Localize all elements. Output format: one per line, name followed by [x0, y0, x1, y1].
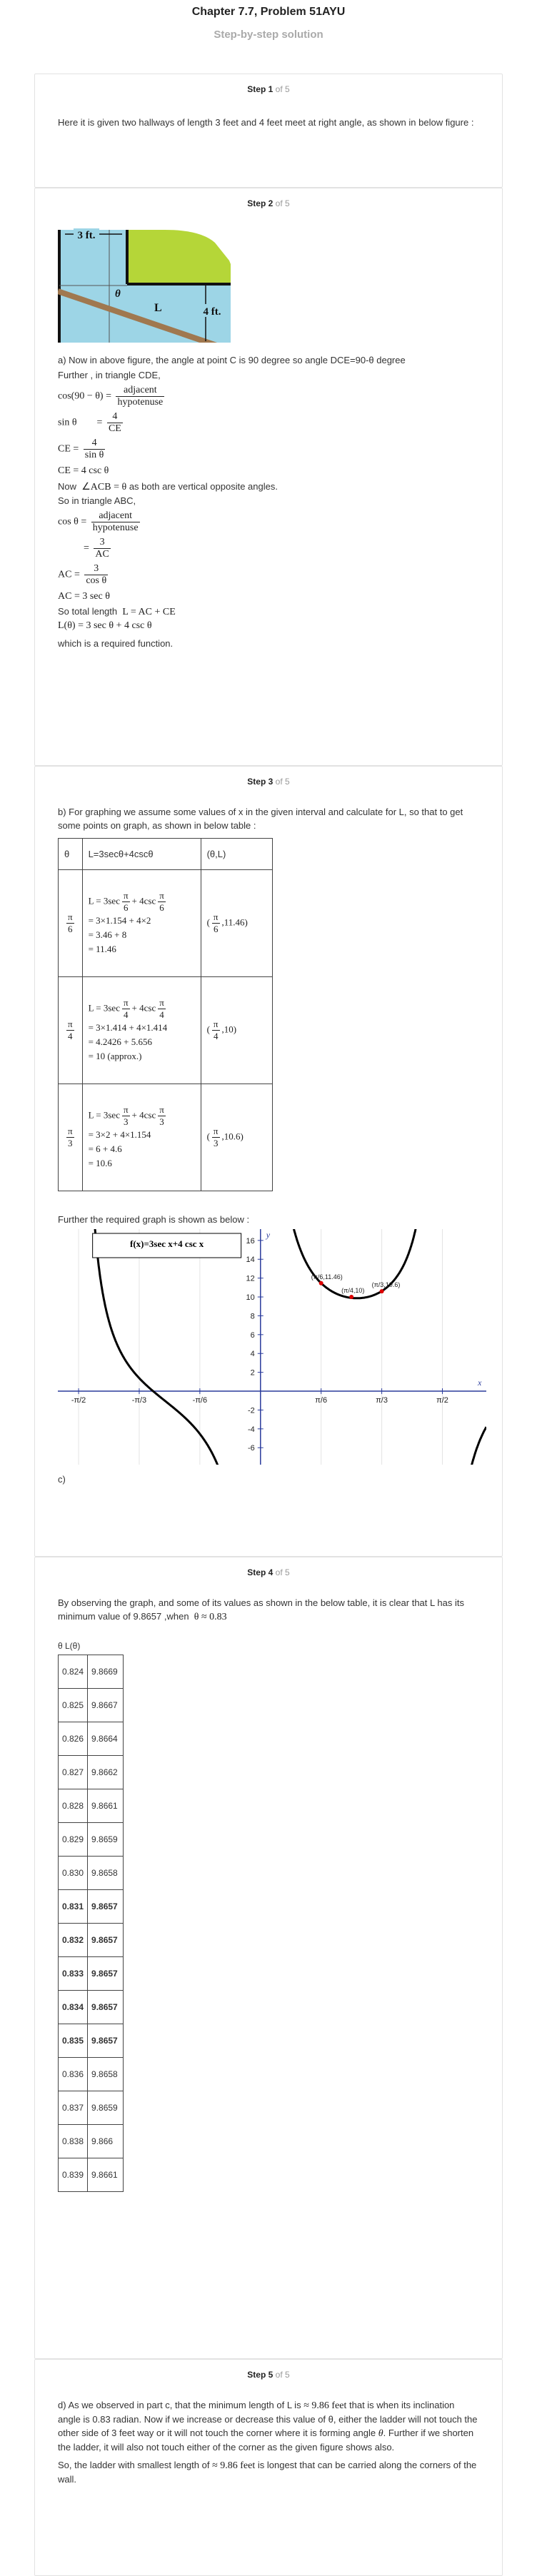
table-row: 0.834 9.8657 [57, 1990, 124, 2024]
vertical-angles: Now ∠ACB = θ as both are vertical opposi… [58, 481, 278, 493]
page-title: Chapter 7.7, Problem 51AYU [191, 6, 346, 18]
ladder-label: L [154, 302, 162, 314]
step-5-card: Step 5 of 5 d) As we observed in part c,… [34, 2359, 503, 2576]
y-tick-label: 2 [251, 1369, 255, 1378]
four-ft-label: 4 ft. [204, 306, 221, 318]
y-tick-label: 16 [246, 1237, 255, 1246]
table-row: 0.838 9.866 [57, 2124, 124, 2158]
y-tick-label: -6 [248, 1444, 255, 1453]
table-row: 0.836 9.8658 [57, 2057, 124, 2091]
step-2-card: Step 2 of 5 3 ft. 4 ft. L θ a) Now in ab… [34, 188, 503, 766]
ac-line: AC = 3 sec θ [58, 591, 110, 602]
y-tick-label: 4 [251, 1350, 255, 1358]
step-5-header: Step 5 of 5 [247, 2370, 290, 2380]
x-tick-label: -π/6 [193, 1396, 207, 1405]
step-4-intro: By observing the graph, and some of its … [58, 1597, 464, 1622]
y-tick-label: 8 [251, 1312, 255, 1320]
y-tick-label: 10 [246, 1293, 255, 1302]
x-tick-label: π/6 [315, 1396, 327, 1405]
x-axis-label: x [477, 1378, 482, 1388]
theta-label: θ [115, 288, 121, 300]
cos-eq: cos(90 − θ) = adjacent hypotenuse [58, 385, 165, 408]
step-2-header: Step 2 of 5 [247, 198, 290, 208]
ce-eq: CE = 4 sin θ [58, 438, 106, 460]
step-4-header: Step 4 of 5 [247, 1567, 290, 1577]
data-label: (π/6,11.46) [311, 1273, 343, 1281]
curve-branch [285, 1192, 423, 1300]
page-subtitle: Step-by-step solution [214, 29, 323, 41]
step-1-header: Step 1 of 5 [247, 84, 290, 94]
y-tick-label: 6 [251, 1331, 255, 1340]
y-tick-label: -2 [248, 1406, 255, 1415]
table-row: 0.830 9.8658 [57, 1856, 124, 1890]
step-5-part-d: d) As we observed in part c, that the mi… [58, 2400, 478, 2453]
table-row: 0.826 9.8664 [57, 1722, 124, 1756]
chart-title: f(x)=3sec x+4 csc x [130, 1238, 204, 1249]
step-2-part-a: a) Now in above figure, the angle at poi… [58, 355, 406, 365]
x-tick-label: π/3 [376, 1396, 388, 1405]
table-row: 0.833 9.8657 [57, 1956, 124, 1991]
y-axis-label: y [266, 1230, 271, 1240]
page-header: Chapter 7.7, Problem 51AYU Step-by-step … [0, 0, 537, 41]
step-3-card: Step 3 of 5 b) For graphing we assume so… [34, 766, 503, 1557]
function-graph: -π/2 -π/3 -π/6 π/6 π/3 π/2 -6 -4 -2 2 4 6 8 10 12 14 16 x… [58, 1191, 488, 1502]
data-point [379, 1289, 384, 1294]
x-tick-label: -π/2 [71, 1396, 86, 1405]
step-3-header: Step 3 of 5 [247, 777, 290, 787]
step-5-conclusion: So, the ladder with smallest length of ≈… [58, 2460, 477, 2485]
step-1-card: Step 1 of 5 Here it is given two hallway… [34, 74, 503, 188]
ac-eq: AC = 3 cos θ [58, 563, 109, 586]
table-row: 0.837 9.8659 [57, 2091, 124, 2125]
table-row: 0.835 9.8657 [57, 2024, 124, 2058]
table-row: 0.829 9.8659 [57, 1822, 124, 1857]
y-tick-label: -4 [248, 1425, 255, 1434]
table-row: 0.825 9.8667 [57, 1688, 124, 1722]
curve-branch [91, 1191, 230, 1502]
data-point [349, 1295, 354, 1300]
data-label: (π/4,10) [341, 1287, 364, 1294]
curve-branch [463, 1426, 488, 1502]
x-tick-label: -π/3 [132, 1396, 146, 1405]
table-row: 0.831 9.8657 [57, 1889, 124, 1924]
hallway-figure: 3 ft. 4 ft. L θ [56, 228, 231, 353]
step-3-part-b: b) For graphing we assume some values of… [58, 807, 463, 831]
three-ft-label: 3 ft. [78, 230, 96, 241]
table-row: 0.828 9.8661 [57, 1789, 124, 1823]
step-4-card: Step 4 of 5 By observing the graph, and … [34, 1557, 503, 2359]
ce-line: CE = 4 csc θ [58, 465, 109, 476]
l-function: L(θ) = 3 sec θ + 4 csc θ [58, 620, 152, 631]
sin-eq: sin θ = 4 CE [58, 411, 123, 434]
title-box [92, 1233, 242, 1258]
table-row: 0.824 9.8669 [57, 1655, 124, 1689]
table-row: 0.827 9.8662 [57, 1755, 124, 1789]
minimum-table: 0.824 9.8669 0.825 9.8667 0.826 9.8664 0.827 9.… [57, 1655, 124, 2192]
y-tick-label: 14 [246, 1256, 255, 1264]
x-tick-label: π/2 [436, 1396, 448, 1405]
table-row: 0.839 9.8661 [57, 2158, 124, 2192]
step-1-text: Here it is given two hallways of length … [58, 117, 474, 128]
cos-theta-eq: cos θ = adjacent hypotenuse [58, 510, 140, 533]
data-label: (π/3,10.6) [372, 1281, 401, 1288]
data-point [318, 1281, 323, 1286]
table-row: 0.832 9.8657 [57, 1923, 124, 1957]
y-tick-label: 12 [246, 1275, 255, 1283]
